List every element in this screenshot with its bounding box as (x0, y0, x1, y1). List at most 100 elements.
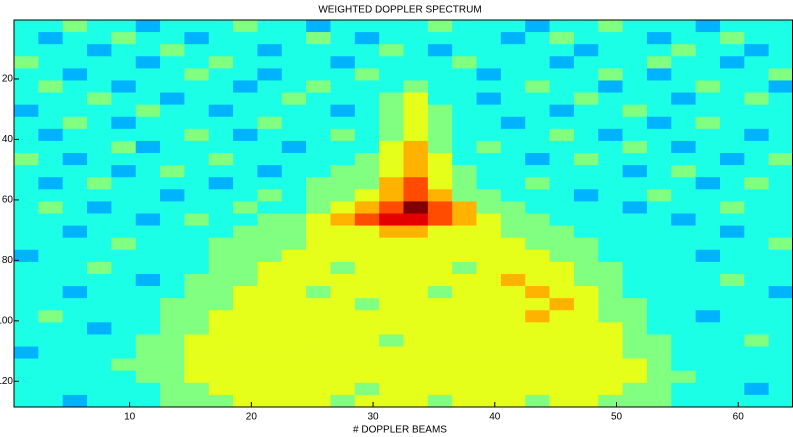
heatmap-cell (646, 56, 672, 69)
heatmap-cell (671, 128, 696, 142)
heatmap-cell (38, 153, 63, 166)
heatmap-cell (549, 80, 575, 93)
heatmap-cell (379, 32, 404, 45)
heatmap-cell (500, 177, 526, 190)
heatmap-cell (622, 213, 648, 226)
heatmap-cell (38, 346, 63, 359)
heatmap-cell (500, 104, 526, 118)
heatmap-cell (257, 140, 283, 154)
heatmap-cell (452, 310, 477, 323)
heatmap-cell (695, 104, 721, 118)
heatmap-cell (62, 128, 88, 142)
heatmap-cell (354, 322, 380, 335)
heatmap-cell (500, 346, 526, 359)
heatmap-cell (622, 261, 648, 275)
heatmap-cell (427, 213, 453, 226)
heatmap-cell (403, 346, 429, 359)
heatmap-cell (281, 140, 307, 154)
heatmap-cell (14, 116, 39, 130)
heatmap-cell (695, 44, 721, 57)
heatmap-cell (38, 237, 63, 251)
heatmap-cell (208, 382, 234, 396)
heatmap-cell (744, 213, 769, 226)
heatmap-cell (646, 273, 672, 287)
heatmap-cell (403, 56, 429, 69)
heatmap-cell (62, 273, 88, 287)
heatmap-cell (427, 128, 453, 142)
heatmap-cell (646, 213, 672, 226)
heatmap-cell (257, 32, 283, 45)
heatmap-cell (38, 213, 63, 226)
heatmap-cell (671, 237, 696, 251)
heatmap-cell (622, 322, 648, 335)
heatmap-cell (719, 140, 745, 154)
heatmap-cell (184, 225, 210, 238)
heatmap-cell (768, 189, 793, 202)
heatmap-cell (87, 165, 112, 178)
heatmap-cell (281, 116, 307, 130)
heatmap-cell (379, 273, 404, 287)
heatmap-cell (135, 286, 161, 299)
heatmap-cell (744, 237, 769, 251)
heatmap-cell (452, 44, 477, 57)
heatmap-cell (525, 68, 550, 81)
heatmap-cell (38, 189, 63, 202)
heatmap-cell (476, 140, 502, 154)
heatmap-cell (87, 358, 112, 372)
heatmap-cell (160, 261, 185, 275)
heatmap-cell (744, 177, 769, 190)
heatmap-cell (525, 165, 550, 178)
heatmap-cell (257, 80, 283, 93)
heatmap-cell (427, 56, 453, 69)
heatmap-cell (354, 44, 380, 57)
heatmap-cell (160, 80, 185, 93)
heatmap-cell (695, 201, 721, 214)
heatmap-cell (160, 128, 185, 142)
heatmap-cell (622, 346, 648, 359)
heatmap-cell (330, 382, 356, 396)
heatmap-cell (160, 358, 185, 372)
heatmap-cell (208, 201, 234, 214)
heatmap-cell (744, 80, 769, 93)
heatmap-cell (62, 20, 88, 33)
heatmap-cell (744, 298, 769, 311)
heatmap-cell (403, 44, 429, 57)
heatmap-cell (135, 189, 161, 202)
heatmap-cell (257, 394, 283, 408)
heatmap-cell (573, 32, 599, 45)
heatmap-cell (330, 213, 356, 226)
heatmap-cell (427, 104, 453, 118)
heatmap-cell (525, 334, 550, 347)
heatmap-cell (14, 370, 39, 384)
heatmap-cell (500, 128, 526, 142)
heatmap-cell (646, 261, 672, 275)
x-tick-label: 40 (489, 412, 501, 423)
heatmap-cell (598, 213, 623, 226)
heatmap-cell (354, 128, 380, 142)
heatmap-cell (208, 298, 234, 311)
heatmap-cell (525, 249, 550, 263)
heatmap-cell (622, 286, 648, 299)
heatmap-cell (184, 286, 210, 299)
heatmap-cell (646, 225, 672, 238)
heatmap-cell (719, 213, 745, 226)
heatmap-cell (695, 273, 721, 287)
heatmap-cell (622, 153, 648, 166)
y-tick-label: 80 (2, 255, 14, 266)
heatmap-cell (622, 104, 648, 118)
heatmap-cell (744, 225, 769, 238)
heatmap-cell (160, 201, 185, 214)
heatmap-cell (768, 346, 793, 359)
heatmap-cell (768, 153, 793, 166)
heatmap-cell (744, 140, 769, 154)
heatmap-cell (306, 116, 331, 130)
heatmap-cell (549, 32, 575, 45)
heatmap-cell (62, 225, 88, 238)
heatmap-cell (646, 140, 672, 154)
heatmap-cell (379, 261, 404, 275)
heatmap-cell (549, 322, 575, 335)
heatmap-cell (452, 80, 477, 93)
heatmap-cell (87, 153, 112, 166)
heatmap-cell (719, 346, 745, 359)
heatmap-cell (38, 334, 63, 347)
